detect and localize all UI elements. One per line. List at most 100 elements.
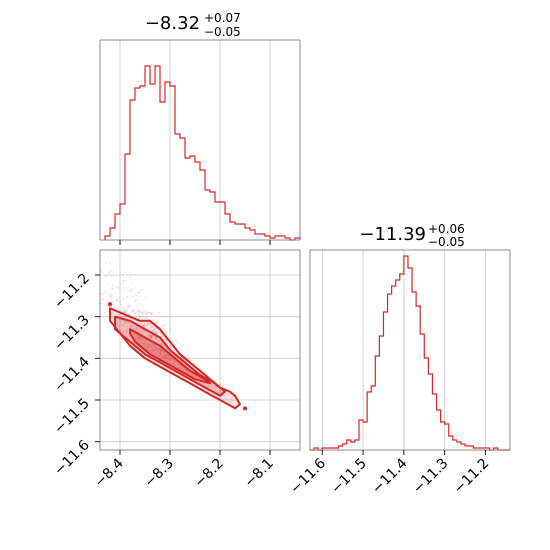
joint-sample-point [124, 310, 127, 313]
joint-contour-inner [129, 328, 211, 385]
joint-sample-point [148, 334, 151, 337]
joint-sample-point [115, 286, 118, 289]
joint-sample-point [127, 305, 130, 308]
joint-sample-point [152, 334, 155, 337]
joint-sample-point [162, 354, 165, 357]
joint-sample-point [123, 306, 126, 309]
joint-sample-point [167, 354, 170, 357]
joint-sample-point [139, 335, 142, 339]
joint-sample-point [137, 310, 140, 313]
joint-sample-point [117, 286, 120, 290]
joint-sample-point [121, 324, 124, 327]
joint-sample-point [144, 339, 147, 342]
hist-x-title-minus: −0.05 [204, 25, 241, 39]
joint-sample-point [111, 294, 114, 298]
joint-sample-point [119, 303, 122, 306]
joint-sample-point [140, 330, 143, 333]
joint-sample-point [145, 316, 149, 319]
joint-frame [99, 249, 301, 451]
joint-sample-point [153, 352, 156, 355]
joint-sample-point [151, 329, 154, 332]
joint-sample-point [122, 280, 125, 283]
joint-sample-point [164, 355, 167, 358]
joint-sample-point [151, 329, 154, 332]
joint-sample-point [129, 289, 132, 292]
joint-sample-point [166, 353, 170, 356]
joint-sample-point [154, 337, 157, 340]
joint-x-tick-label: −8.4 [91, 455, 126, 490]
joint-sample-point [100, 269, 103, 272]
joint-sample-point [110, 297, 113, 300]
joint-sample-point [150, 335, 153, 338]
joint-sample-point [144, 312, 148, 315]
joint-sample-point [146, 323, 149, 326]
joint-sample-point [148, 344, 151, 347]
joint-sample-point [110, 270, 113, 273]
joint-sample-point [103, 312, 106, 315]
hist-y-tick-label: −11.3 [410, 456, 452, 498]
joint-sample-point [159, 353, 162, 356]
joint-sample-point [155, 320, 158, 324]
joint-x-tick-label: −8.2 [191, 456, 226, 491]
joint-sample-point [165, 356, 168, 359]
joint-sample-point [105, 310, 108, 313]
joint-sample-point [154, 346, 157, 349]
joint-sample-point [134, 300, 137, 303]
joint-sample-point [106, 304, 109, 307]
joint-sample-point [127, 304, 130, 307]
joint-sample-point [155, 345, 158, 348]
joint-sample-point [118, 313, 121, 316]
joint-sample-point [165, 354, 168, 358]
joint-sample-point [161, 342, 164, 345]
joint-sample-point [160, 349, 163, 352]
joint-sample-point [129, 276, 132, 279]
joint-sample-point [156, 347, 159, 351]
joint-sample-point [143, 325, 146, 328]
joint-sample-point [101, 292, 104, 296]
joint-sample-point [150, 312, 153, 315]
joint-outlier-point [243, 406, 247, 411]
joint-sample-point [150, 335, 153, 338]
joint-sample-point [129, 325, 132, 328]
joint-sample-point [150, 336, 153, 339]
joint-sample-point [185, 354, 188, 357]
joint-sample-point [128, 322, 131, 325]
joint-sample-point [147, 334, 150, 337]
joint-sample-point [105, 262, 108, 265]
joint-outlier-point [108, 302, 112, 307]
joint-sample-point [104, 290, 107, 293]
joint-sample-point [152, 348, 155, 351]
joint-sample-point [162, 353, 166, 356]
joint-sample-point [124, 311, 127, 314]
joint-sample-point [146, 323, 149, 326]
joint-sample-point [108, 261, 111, 264]
joint-sample-point [159, 348, 162, 351]
joint-sample-point [163, 355, 166, 358]
joint-sample-point [149, 335, 152, 338]
joint-sample-point [129, 326, 132, 329]
joint-sample-point [134, 298, 137, 301]
hist-y-tick-label: −11.2 [451, 456, 493, 498]
joint-sample-point [130, 324, 133, 327]
joint-sample-point [160, 354, 163, 357]
joint-sample-point [138, 310, 141, 313]
joint-sample-point [146, 348, 149, 351]
joint-sample-point [135, 328, 138, 331]
joint-sample-point [150, 335, 153, 339]
joint-sample-point [136, 336, 139, 339]
joint-sample-point [150, 312, 153, 315]
joint-sample-point [162, 329, 166, 332]
joint-sample-point [172, 362, 175, 365]
joint-sample-point [130, 309, 133, 313]
joint-sample-point [168, 358, 171, 362]
joint-sample-point [150, 336, 153, 339]
joint-sample-point [131, 310, 135, 313]
joint-sample-point [133, 312, 136, 316]
joint-sample-point [180, 345, 183, 349]
joint-sample-point [118, 296, 121, 299]
joint-sample-point [130, 325, 133, 328]
joint-sample-point [137, 294, 140, 298]
joint-sample-point [163, 344, 166, 347]
joint-sample-point [106, 283, 110, 286]
